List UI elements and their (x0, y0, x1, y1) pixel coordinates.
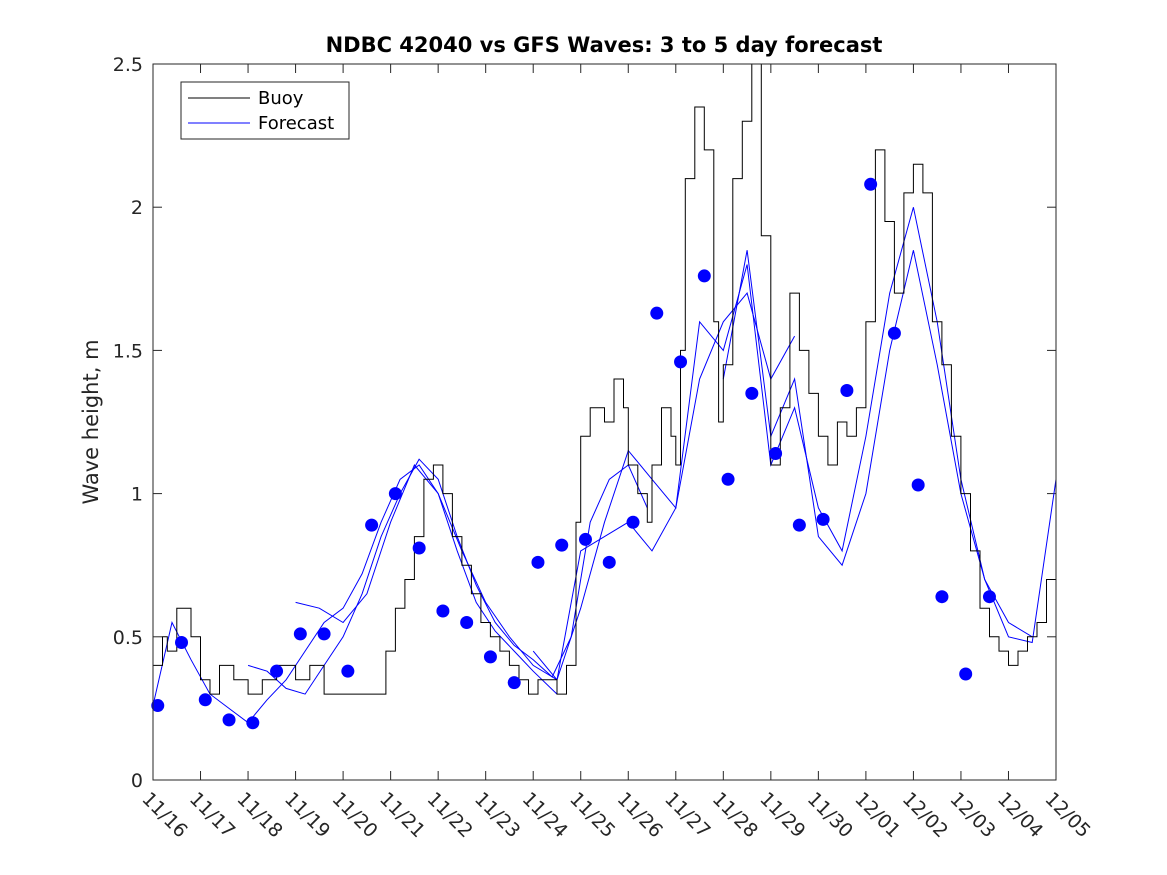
forecast-marker (840, 383, 854, 397)
forecast-series-line (532, 207, 1033, 681)
x-tick-label: 11/25 (565, 788, 619, 842)
x-tick-label: 11/20 (328, 788, 382, 842)
forecast-marker (436, 604, 450, 618)
forecast-marker (388, 487, 402, 501)
x-tick-label: 11/30 (803, 788, 857, 842)
x-tick-label: 12/01 (850, 788, 904, 842)
forecast-marker (935, 590, 949, 604)
y-tick-label: 1 (131, 484, 143, 506)
forecast-marker (887, 326, 901, 340)
y-tick-label: 2 (131, 197, 143, 219)
forecast-marker (222, 713, 236, 727)
x-tick-label: 11/26 (613, 788, 667, 842)
x-tick-label: 11/18 (233, 788, 287, 842)
forecast-marker (483, 650, 497, 664)
x-tick-label: 11/21 (375, 788, 429, 842)
legend-forecast-label: Forecast (258, 113, 334, 134)
forecast-marker (317, 627, 331, 641)
chart-title: NDBC 42040 vs GFS Waves: 3 to 5 day fore… (326, 33, 883, 57)
plot-frame (152, 63, 1057, 781)
forecast-marker (674, 355, 688, 369)
forecast-marker (626, 515, 640, 529)
forecast-series-line (295, 292, 796, 681)
x-tick-label: 11/27 (660, 788, 714, 842)
forecast-marker (792, 518, 806, 532)
x-tick-label: 12/04 (993, 788, 1047, 842)
x-tick-label: 11/22 (423, 788, 477, 842)
forecast-marker (460, 615, 474, 629)
forecast-marker (412, 541, 426, 555)
forecast-marker (816, 512, 830, 526)
x-tick-label: 11/23 (470, 788, 524, 842)
forecast-marker (650, 306, 664, 320)
x-tick-label: 12/05 (1040, 788, 1094, 842)
x-tick-label: 11/29 (755, 788, 809, 842)
x-tick-label: 11/28 (708, 788, 762, 842)
forecast-marker (959, 667, 973, 681)
y-tick-label: 1.5 (113, 340, 143, 362)
forecast-marker (602, 555, 616, 569)
forecast-marker (365, 518, 379, 532)
y-tick-label: 0.5 (113, 627, 143, 649)
forecast-marker (246, 716, 260, 730)
x-tick-label: 11/16 (137, 788, 191, 842)
y-tick-label: 0 (131, 770, 143, 792)
forecast-marker (578, 532, 592, 546)
forecast-lines (152, 207, 1057, 724)
y-axis-label: Wave height, m (79, 339, 103, 504)
forecast-marker (721, 472, 735, 486)
buoy-series-line (153, 63, 1057, 695)
x-tick-label: 11/24 (518, 788, 572, 842)
forecast-marker (745, 386, 759, 400)
x-tick-label: 12/02 (898, 788, 952, 842)
forecast-series-line (247, 458, 648, 695)
x-tick-label: 12/03 (945, 788, 999, 842)
forecast-marker (341, 664, 355, 678)
forecast-marker (507, 676, 521, 690)
legend-buoy-label: Buoy (258, 88, 304, 109)
legend: Buoy Forecast (180, 81, 350, 140)
forecast-marker (555, 538, 569, 552)
forecast-markers (151, 177, 996, 730)
forecast-marker (864, 177, 878, 191)
forecast-marker (198, 693, 212, 707)
x-tick-label: 11/19 (280, 788, 334, 842)
forecast-series-line (152, 464, 558, 724)
legend-box (180, 81, 350, 140)
forecast-marker (270, 664, 284, 678)
forecast-marker (293, 627, 307, 641)
forecast-marker (769, 447, 783, 461)
forecast-marker (697, 269, 711, 283)
forecast-marker (151, 699, 165, 713)
forecast-marker (531, 555, 545, 569)
forecast-marker (175, 636, 189, 650)
x-tick-label: 11/17 (185, 788, 239, 842)
forecast-marker (911, 478, 925, 492)
y-tick-label: 2.5 (113, 54, 143, 76)
forecast-series-line (722, 250, 1057, 644)
forecast-marker (982, 590, 996, 604)
